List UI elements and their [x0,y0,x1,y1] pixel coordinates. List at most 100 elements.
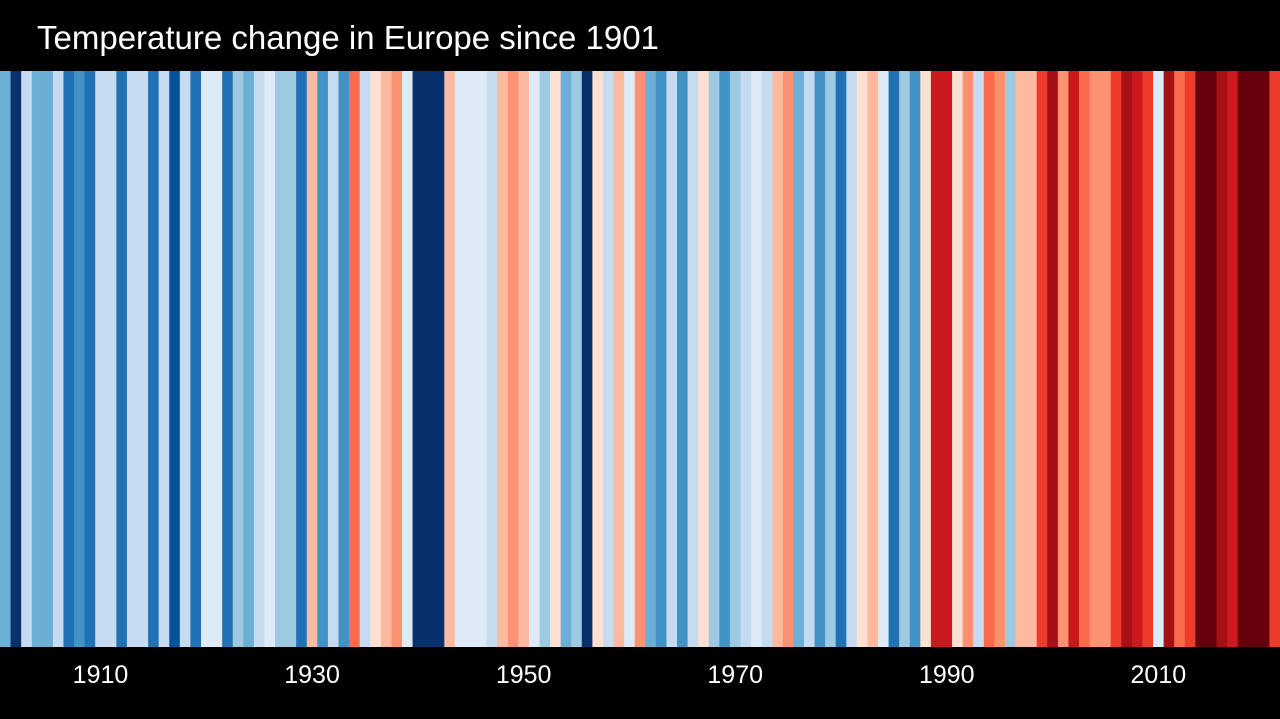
stripe-1968 [708,71,720,647]
tick-label: 1910 [72,661,129,689]
stripe-1920 [200,71,213,647]
stripe-1942 [433,71,445,647]
stripe-1927 [275,71,287,647]
stripe-1939 [401,71,414,647]
stripe-1967 [698,71,710,647]
stripe-1958 [602,71,615,647]
stripe-1930 [306,71,318,647]
stripe-2021 [1269,71,1280,647]
stripe-2004 [1089,71,1101,647]
stripe-1966 [687,71,699,647]
stripe-1960 [624,71,636,647]
stripe-1999 [1036,71,1048,647]
stripe-1987 [909,71,921,647]
tick-label: 1990 [918,661,975,689]
stripe-1932 [327,71,340,647]
stripe-1921 [211,71,223,647]
stripe-1989 [930,71,943,647]
stripe-1952 [539,71,551,647]
stripe-1971 [740,71,752,647]
stripe-1997 [1015,71,1027,647]
stripe-1922 [222,71,234,647]
stripe-1963 [655,71,668,647]
stripe-1954 [560,71,572,647]
stripe-1913 [126,71,139,647]
stripe-1948 [497,71,509,647]
stripe-1906 [52,71,65,647]
stripe-1935 [359,71,371,647]
stripe-1903 [21,71,33,647]
stripe-1947 [486,71,498,647]
stripe-1956 [581,71,593,647]
stripe-1946 [476,71,488,647]
stripe-1975 [782,71,794,647]
stripe-1928 [285,71,297,647]
stripe-1929 [296,71,308,647]
stripe-1981 [846,71,858,647]
stripe-1917 [169,71,181,647]
stripe-1986 [899,71,911,647]
stripe-1962 [645,71,657,647]
stripe-1994 [983,71,995,647]
stripe-1961 [634,71,646,647]
stripe-1940 [412,71,424,647]
stripe-1924 [243,71,255,647]
stripe-1985 [888,71,900,647]
stripe-1933 [338,71,350,647]
stripe-1944 [454,71,467,647]
tick-label: 2010 [1130,661,1187,689]
stripe-1949 [507,71,519,647]
stripe-1908 [74,71,86,647]
chart-title: Temperature change in Europe since 1901 [37,19,659,56]
stripe-1969 [719,71,731,647]
stripe-2015 [1205,71,1218,647]
tick-label: 1970 [707,661,764,689]
stripe-2008 [1131,71,1144,647]
stripe-1931 [317,71,329,647]
stripe-1943 [444,71,456,647]
stripe-1923 [232,71,244,647]
stripe-1936 [370,71,382,647]
stripe-1980 [835,71,847,647]
stripe-1905 [42,71,54,647]
stripe-1993 [973,71,985,647]
stripe-1919 [190,71,202,647]
stripe-1976 [793,71,805,647]
stripe-1983 [867,71,879,647]
tick-label: 1950 [495,661,552,689]
stripe-1911 [105,71,117,647]
stripe-1965 [677,71,689,647]
stripe-1959 [613,71,625,647]
stripe-1951 [528,71,541,647]
stripe-1957 [592,71,604,647]
stripe-2003 [1079,71,1091,647]
stripe-1918 [179,71,192,647]
stripe-1972 [751,71,763,647]
stripe-1970 [729,71,742,647]
stripe-1973 [761,71,773,647]
stripe-2002 [1068,71,1080,647]
stripe-1901 [0,71,12,647]
stripe-2007 [1121,71,1133,647]
stripe-1938 [391,71,403,647]
stripe-1909 [84,71,96,647]
stripe-2016 [1216,71,1228,647]
stripe-1978 [814,71,826,647]
stripe-2020 [1258,71,1271,647]
stripe-1991 [952,71,964,647]
stripe-1912 [116,71,128,647]
stripe-1941 [423,71,435,647]
stripe-1998 [1026,71,1038,647]
stripe-1914 [137,71,149,647]
stripe-2019 [1248,71,1260,647]
stripe-1974 [772,71,784,647]
stripe-2010 [1153,71,1165,647]
stripe-1955 [571,71,583,647]
stripe-1907 [63,71,75,647]
stripe-1979 [825,71,837,647]
stripe-1937 [380,71,393,647]
stripe-2006 [1110,71,1122,647]
x-axis: 1910 1930 1950 1970 1990 2010 [0,647,1280,719]
tick-label: 1930 [284,661,340,689]
stripe-1904 [31,71,43,647]
